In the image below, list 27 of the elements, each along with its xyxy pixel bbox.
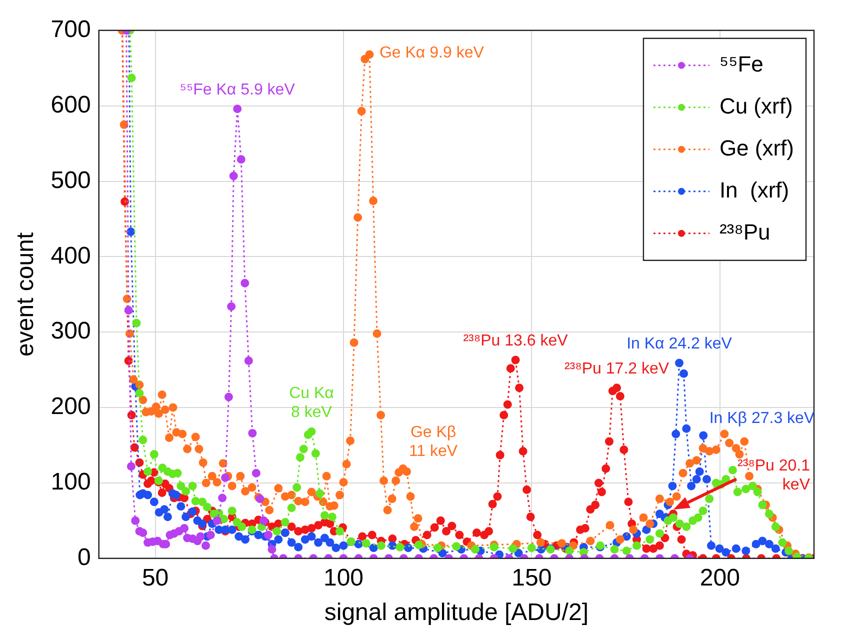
annotation: ²³⁸Pu 13.6 keV (463, 332, 568, 350)
legend-label: Cu (xrf) (719, 93, 793, 118)
legend-label: ²³⁸Pu (719, 219, 770, 244)
annotation: ²³⁸Pu 20.1 keV (737, 457, 810, 494)
annotation: ²³⁸Pu 17.2 keV (564, 360, 670, 378)
y-tick-label: 600 (50, 91, 91, 118)
x-axis-title: signal amplitude [ADU/2] (324, 599, 588, 626)
annotation: ⁵⁵Fe Kα 5.9 keV (180, 81, 296, 98)
annotation: Ge Kα 9.9 keV (379, 44, 484, 62)
y-tick-label: 500 (50, 166, 91, 194)
annotation: Cu Kα 8 keV (289, 385, 334, 422)
x-tick-label: 150 (512, 564, 552, 592)
annotation: In Kα 24.2 keV (626, 335, 732, 352)
x-tick-label: 50 (142, 564, 169, 592)
y-tick-label: 700 (50, 16, 91, 44)
y-axis-title: event count (12, 232, 40, 356)
annotation: Ge Kβ 11 keV (408, 424, 458, 460)
legend-label: In (xrf) (719, 177, 790, 202)
legend-label: Ge (xrf) (719, 135, 794, 160)
y-tick-label: 200 (50, 393, 91, 420)
y-tick-label: 400 (50, 242, 91, 270)
legend-label: ⁵⁵Fe (719, 51, 764, 76)
x-tick-label: 200 (700, 564, 740, 592)
x-tick-label: 100 (323, 564, 364, 592)
y-tick-label: 0 (77, 544, 91, 572)
y-tick-label: 100 (50, 468, 91, 496)
y-tick-label: 300 (50, 318, 91, 345)
